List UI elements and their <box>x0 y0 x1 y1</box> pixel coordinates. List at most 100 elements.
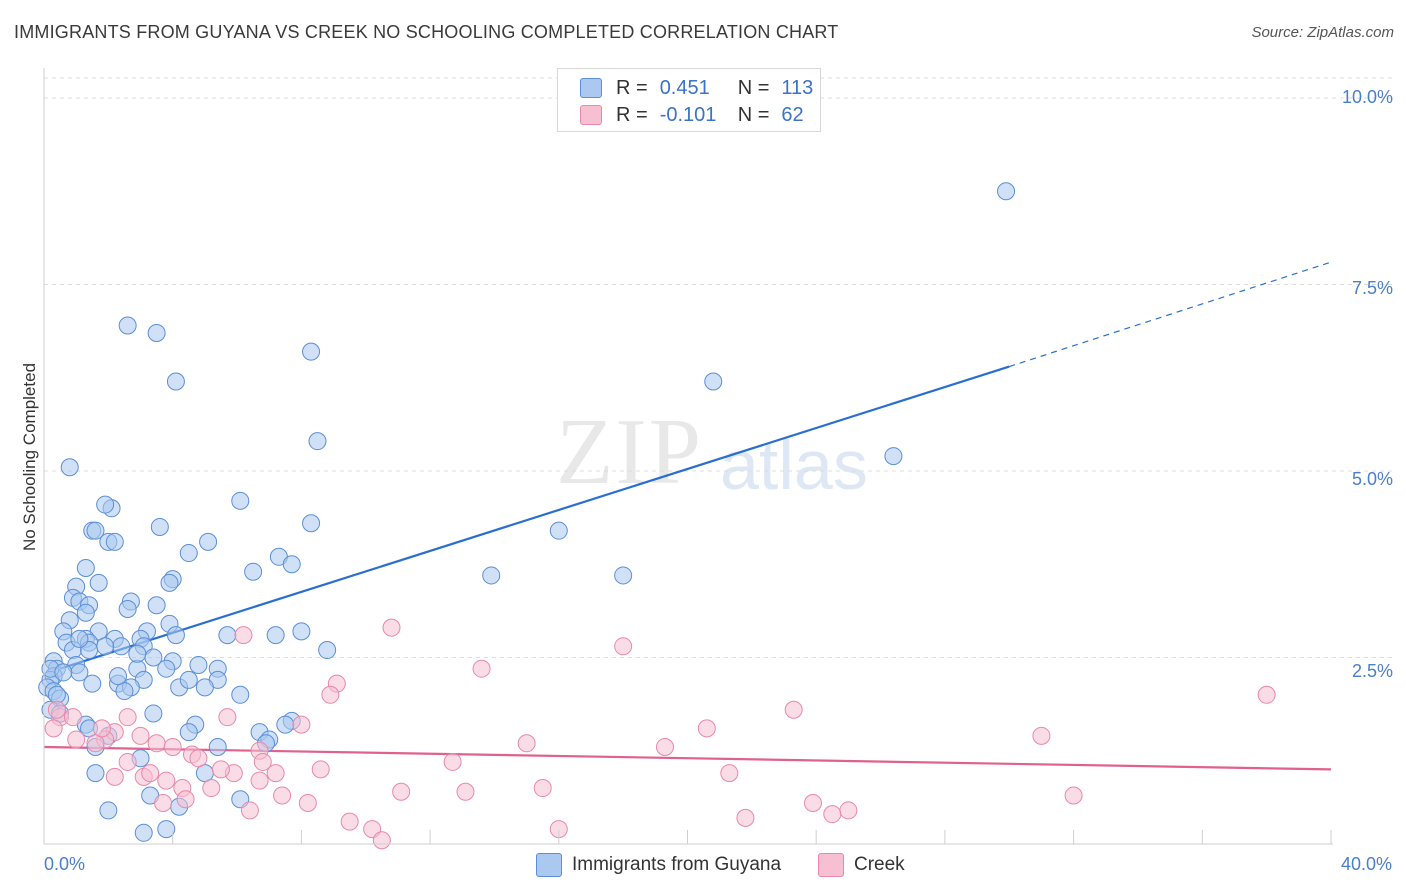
point-creek <box>311 760 330 779</box>
legend-n-value: 113 <box>781 76 814 99</box>
point-creek <box>154 793 173 812</box>
point-guyana <box>112 637 131 656</box>
point-guyana <box>218 626 237 645</box>
legend-n-label: N = <box>737 76 770 99</box>
point-creek <box>240 801 259 820</box>
point-guyana <box>208 738 227 757</box>
point-creek <box>1032 726 1051 745</box>
trendline-guyana <box>59 365 1010 670</box>
point-guyana <box>199 532 218 551</box>
point-guyana <box>76 603 95 622</box>
point-creek <box>157 771 176 790</box>
point-creek <box>176 790 195 809</box>
point-creek <box>372 831 391 850</box>
chart-title: IMMIGRANTS FROM GUYANA VS CREEK NO SCHOO… <box>14 22 839 42</box>
legend-n-label: N = <box>737 103 770 126</box>
point-creek <box>273 786 292 805</box>
point-guyana <box>997 182 1016 201</box>
legend-r-label: R = <box>616 76 648 99</box>
point-creek <box>118 708 137 727</box>
point-guyana <box>266 626 285 645</box>
trendline-guyana-extension <box>1009 261 1332 368</box>
legend-row-guyana: R = 0.451 N = 113 <box>580 74 813 102</box>
point-guyana <box>134 823 153 842</box>
point-guyana <box>276 715 295 734</box>
point-guyana <box>179 544 198 563</box>
source-credit: Source: ZipAtlas.com <box>1251 24 1394 41</box>
point-creek <box>250 771 269 790</box>
bottom-legend-swatch-blue <box>536 853 562 877</box>
point-guyana <box>86 521 105 540</box>
point-creek <box>298 793 317 812</box>
x-tick-label-max: 40.0% <box>1341 854 1392 874</box>
legend-r-value: 0.451 <box>659 76 710 99</box>
point-creek <box>533 779 552 798</box>
y-axis-title: No Schooling Completed <box>20 363 39 551</box>
point-creek <box>211 760 230 779</box>
legend-swatch-pink <box>580 105 602 125</box>
points-layer <box>38 182 1276 850</box>
point-creek <box>92 719 111 738</box>
point-creek <box>839 801 858 820</box>
legend-r-label: R = <box>616 103 648 126</box>
point-guyana <box>128 644 147 663</box>
point-guyana <box>302 514 321 533</box>
stats-legend: R = 0.451 N = 113 R = -0.101 N = 62 <box>557 68 821 132</box>
point-guyana <box>704 372 723 391</box>
point-guyana <box>884 447 903 466</box>
point-guyana <box>147 323 166 342</box>
point-creek <box>456 782 475 801</box>
point-creek <box>1257 685 1276 704</box>
point-creek <box>218 708 237 727</box>
bottom-legend-label-guyana: Immigrants from Guyana <box>572 854 782 875</box>
point-guyana <box>150 517 169 536</box>
point-guyana <box>89 573 108 592</box>
point-creek <box>105 767 124 786</box>
point-guyana <box>70 629 89 648</box>
point-guyana <box>292 622 311 641</box>
point-creek <box>392 782 411 801</box>
point-creek <box>202 779 221 798</box>
point-creek <box>720 764 739 783</box>
bottom-legend-guyana: Immigrants from Guyana <box>536 852 781 878</box>
legend-n-value: 62 <box>781 103 804 126</box>
point-creek <box>253 752 272 771</box>
point-guyana <box>96 495 115 514</box>
point-creek <box>163 738 182 757</box>
point-guyana <box>118 600 137 619</box>
point-creek <box>63 708 82 727</box>
point-guyana <box>614 566 633 585</box>
y-tick-label-10-0: 10.0% <box>1342 87 1393 107</box>
point-creek <box>141 764 160 783</box>
point-guyana <box>166 372 185 391</box>
point-creek <box>321 685 340 704</box>
point-guyana <box>231 491 250 510</box>
point-guyana <box>147 596 166 615</box>
point-guyana <box>160 573 179 592</box>
point-guyana <box>179 723 198 742</box>
point-guyana <box>115 682 134 701</box>
point-guyana <box>157 820 176 839</box>
point-creek <box>266 764 285 783</box>
y-tick-label-2-5: 2.5% <box>1352 661 1393 681</box>
point-guyana <box>144 704 163 723</box>
point-guyana <box>308 432 327 451</box>
watermark-atlas: atlas <box>720 426 868 504</box>
point-guyana <box>282 555 301 574</box>
point-guyana <box>60 458 79 477</box>
point-guyana <box>189 655 208 674</box>
point-creek <box>118 752 137 771</box>
point-guyana <box>179 670 198 689</box>
point-creek <box>697 719 716 738</box>
point-guyana <box>302 342 321 361</box>
axis-layer <box>43 68 1333 845</box>
y-tick-label-5-0: 5.0% <box>1352 469 1393 489</box>
point-creek <box>472 659 491 678</box>
point-guyana <box>549 521 568 540</box>
legend-row-creek: R = -0.101 N = 62 <box>580 101 804 129</box>
point-creek <box>823 805 842 824</box>
point-guyana <box>96 637 115 656</box>
point-creek <box>655 738 674 757</box>
point-guyana <box>244 562 263 581</box>
point-creek <box>67 730 86 749</box>
